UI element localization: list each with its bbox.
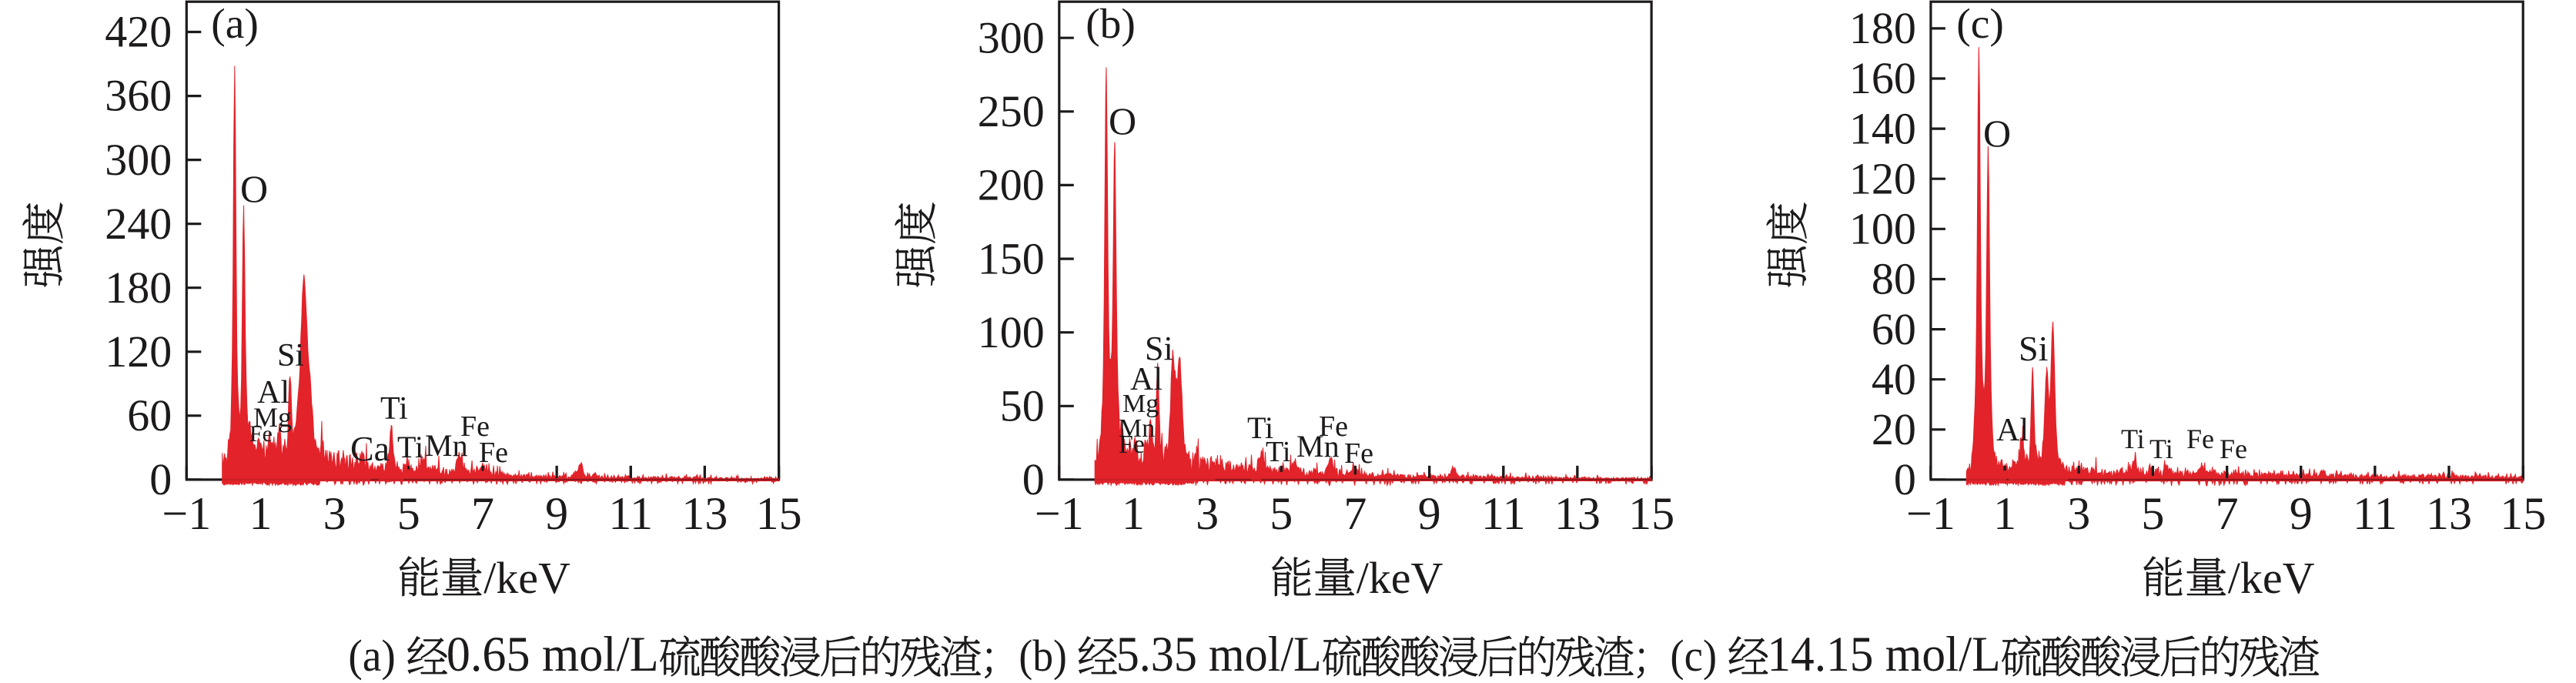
svg-text:O: O bbox=[1109, 99, 1136, 142]
svg-text:3: 3 bbox=[2067, 488, 2090, 539]
svg-text:9: 9 bbox=[2290, 488, 2313, 539]
svg-text:(a): (a) bbox=[211, 1, 259, 48]
svg-text:5: 5 bbox=[397, 488, 420, 539]
svg-text:0.65 mol/L: 0.65 mol/L bbox=[447, 626, 659, 682]
svg-text:100: 100 bbox=[1849, 204, 1916, 254]
svg-text:Fe: Fe bbox=[249, 421, 273, 447]
svg-text:40: 40 bbox=[1872, 354, 1916, 404]
svg-text:Al: Al bbox=[1130, 362, 1163, 397]
svg-text:5.35 mol/L: 5.35 mol/L bbox=[1116, 626, 1322, 682]
svg-text:Fe: Fe bbox=[1319, 410, 1348, 443]
svg-text:150: 150 bbox=[978, 233, 1045, 283]
svg-text:360: 360 bbox=[105, 71, 172, 121]
svg-text:80: 80 bbox=[1872, 254, 1916, 304]
svg-text:180: 180 bbox=[1849, 3, 1916, 53]
svg-text:−1: −1 bbox=[162, 488, 211, 539]
svg-text:1: 1 bbox=[1122, 488, 1145, 539]
svg-text:11: 11 bbox=[2353, 488, 2397, 539]
svg-text:7: 7 bbox=[471, 488, 494, 539]
svg-text:15: 15 bbox=[756, 488, 802, 539]
svg-text:9: 9 bbox=[1418, 488, 1441, 539]
svg-text:250: 250 bbox=[978, 86, 1045, 136]
svg-text:Ti: Ti bbox=[2121, 424, 2145, 454]
svg-text:180: 180 bbox=[105, 263, 172, 313]
svg-text:(a): (a) bbox=[348, 631, 395, 681]
svg-text:/keV: /keV bbox=[1357, 553, 1444, 603]
svg-text:300: 300 bbox=[105, 135, 172, 185]
svg-text:Al: Al bbox=[1996, 413, 2029, 448]
svg-text:15: 15 bbox=[1628, 488, 1674, 539]
svg-text:Fe: Fe bbox=[2220, 434, 2247, 464]
svg-text:13: 13 bbox=[2426, 488, 2472, 539]
svg-text:Ti: Ti bbox=[2149, 434, 2173, 464]
svg-text:Si: Si bbox=[2019, 329, 2048, 368]
svg-text:60: 60 bbox=[127, 390, 172, 440]
svg-text:−1: −1 bbox=[1035, 488, 1084, 539]
svg-text:300: 300 bbox=[978, 12, 1045, 62]
svg-text:Mg: Mg bbox=[1122, 390, 1159, 418]
svg-text:420: 420 bbox=[105, 7, 172, 57]
svg-text:120: 120 bbox=[1849, 153, 1916, 203]
svg-text:Si: Si bbox=[277, 338, 304, 373]
svg-text:0: 0 bbox=[1022, 454, 1045, 504]
svg-text:20: 20 bbox=[1872, 404, 1916, 454]
svg-text:120: 120 bbox=[105, 326, 172, 377]
svg-text:Mn: Mn bbox=[1119, 414, 1155, 443]
svg-text:Fe: Fe bbox=[479, 437, 508, 469]
svg-text:11: 11 bbox=[608, 488, 653, 539]
svg-text:7: 7 bbox=[1343, 488, 1367, 539]
svg-text:3: 3 bbox=[1196, 488, 1219, 539]
svg-text:15: 15 bbox=[2500, 488, 2546, 539]
svg-text:Ca: Ca bbox=[350, 429, 390, 468]
svg-text:7: 7 bbox=[2216, 488, 2239, 539]
svg-text:O: O bbox=[240, 167, 268, 210]
svg-text:1: 1 bbox=[1993, 488, 2016, 539]
svg-text:60: 60 bbox=[1872, 304, 1916, 354]
svg-text:O: O bbox=[1983, 112, 2011, 155]
svg-text:100: 100 bbox=[978, 307, 1045, 357]
svg-text:(b): (b) bbox=[1019, 631, 1066, 681]
svg-text:(c): (c) bbox=[1956, 1, 2004, 48]
svg-text:Ti: Ti bbox=[1266, 436, 1290, 468]
svg-text:Fe: Fe bbox=[2186, 424, 2214, 454]
svg-text:3: 3 bbox=[323, 488, 346, 539]
svg-text:Si: Si bbox=[1145, 330, 1173, 367]
svg-text:Fe: Fe bbox=[1344, 437, 1373, 470]
svg-text:/keV: /keV bbox=[483, 553, 570, 603]
svg-text:Mn: Mn bbox=[425, 428, 468, 463]
svg-text:140: 140 bbox=[1849, 103, 1916, 153]
svg-text:Al: Al bbox=[257, 375, 289, 410]
svg-text:Fe: Fe bbox=[1119, 430, 1145, 459]
svg-text:Ti: Ti bbox=[397, 430, 423, 464]
svg-text:240: 240 bbox=[105, 199, 172, 249]
svg-text:0: 0 bbox=[1894, 454, 1916, 504]
svg-text:13: 13 bbox=[681, 488, 728, 539]
svg-text:−1: −1 bbox=[1906, 488, 1955, 539]
svg-text:160: 160 bbox=[1849, 53, 1916, 103]
svg-text:9: 9 bbox=[545, 488, 568, 539]
svg-text:(b): (b) bbox=[1086, 1, 1136, 48]
svg-text:0: 0 bbox=[149, 454, 172, 504]
svg-text:13: 13 bbox=[1554, 488, 1601, 539]
svg-text:Fe: Fe bbox=[460, 410, 490, 443]
svg-text:5: 5 bbox=[2141, 488, 2164, 539]
svg-text:1: 1 bbox=[249, 488, 273, 539]
svg-text:11: 11 bbox=[1481, 488, 1526, 539]
svg-text:Mg: Mg bbox=[253, 402, 292, 433]
svg-text:(c): (c) bbox=[1670, 632, 1717, 681]
svg-text:5: 5 bbox=[1270, 488, 1293, 539]
svg-text:Ti: Ti bbox=[380, 391, 408, 427]
svg-text:200: 200 bbox=[978, 160, 1045, 210]
svg-text:14.15 mol/L: 14.15 mol/L bbox=[1767, 626, 2000, 681]
svg-text:50: 50 bbox=[1000, 381, 1045, 431]
svg-text:Mn: Mn bbox=[1296, 429, 1340, 464]
svg-text:Ti: Ti bbox=[1247, 410, 1273, 445]
svg-text:/keV: /keV bbox=[2228, 553, 2315, 603]
